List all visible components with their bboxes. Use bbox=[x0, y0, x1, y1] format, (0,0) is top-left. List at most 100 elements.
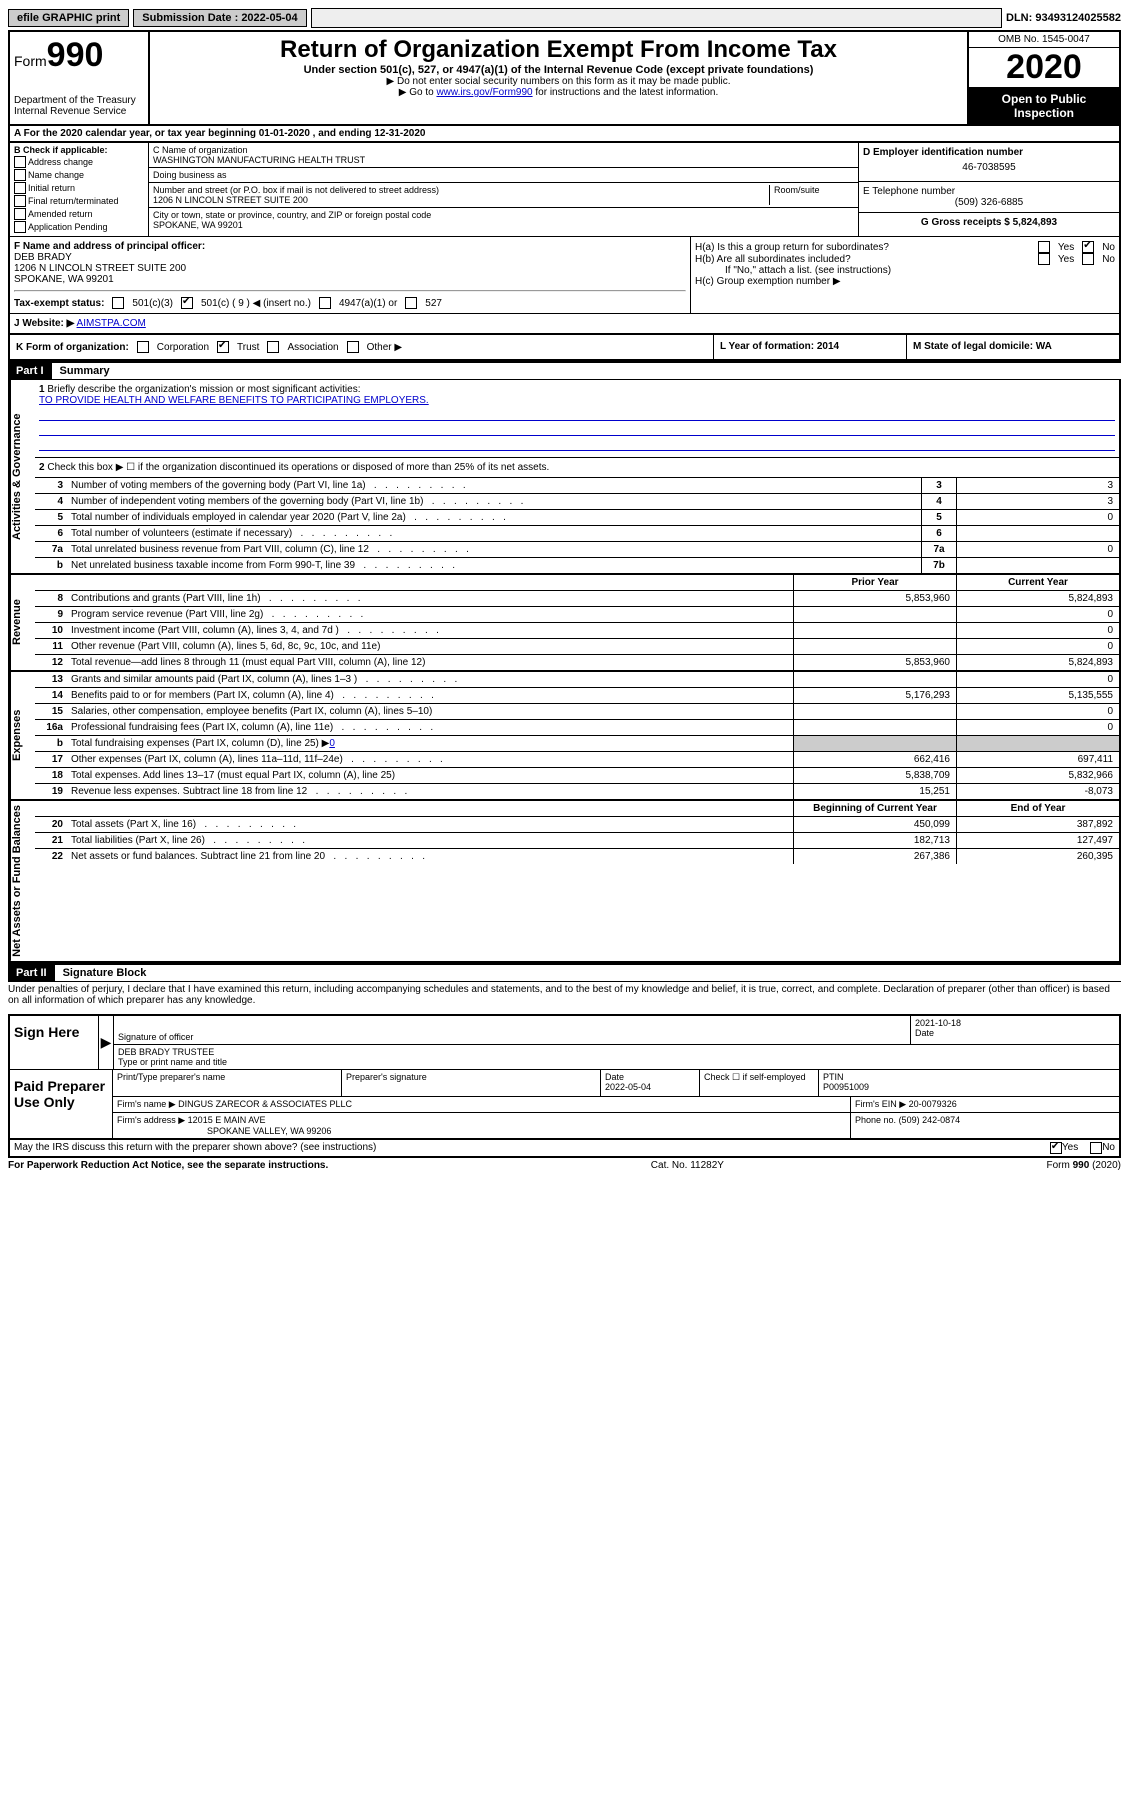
p15 bbox=[793, 704, 956, 719]
p11 bbox=[793, 639, 956, 654]
vtab-rev: Revenue bbox=[10, 575, 35, 670]
chk-4947[interactable] bbox=[319, 297, 331, 309]
k-assoc[interactable] bbox=[267, 341, 279, 353]
firm-phone: (509) 242-0874 bbox=[899, 1115, 961, 1125]
firm-name: DINGUS ZARECOR & ASSOCIATES PLLC bbox=[178, 1099, 352, 1109]
l20: Total assets (Part X, line 16) bbox=[67, 817, 793, 832]
l3: Number of voting members of the governin… bbox=[67, 478, 921, 493]
v7a: 0 bbox=[956, 542, 1119, 557]
sign-block: Sign Here ▶ Signature of officer 2021-10… bbox=[8, 1014, 1121, 1140]
org-city: SPOKANE, WA 99201 bbox=[153, 220, 854, 230]
l7b: Net unrelated business taxable income fr… bbox=[67, 558, 921, 573]
chk-pending[interactable] bbox=[14, 221, 26, 233]
note2-post: for instructions and the latest informat… bbox=[533, 87, 719, 98]
k-corp[interactable] bbox=[137, 341, 149, 353]
section-governance: Activities & Governance 1 Briefly descri… bbox=[8, 380, 1121, 575]
discuss-no[interactable] bbox=[1090, 1142, 1102, 1154]
prep-name-h: Print/Type preparer's name bbox=[117, 1072, 337, 1082]
f-label: F Name and address of principal officer: bbox=[14, 241, 686, 252]
l1-label: Briefly describe the organization's miss… bbox=[47, 384, 360, 395]
v3: 3 bbox=[956, 478, 1119, 493]
l17: Other expenses (Part IX, column (A), lin… bbox=[67, 752, 793, 767]
k-other[interactable] bbox=[347, 341, 359, 353]
hb-yes[interactable] bbox=[1038, 253, 1050, 265]
l15: Salaries, other compensation, employee b… bbox=[67, 704, 793, 719]
block-bcde: B Check if applicable: Address change Na… bbox=[8, 143, 1121, 237]
l4: Number of independent voting members of … bbox=[67, 494, 921, 509]
p10 bbox=[793, 623, 956, 638]
cat-no: Cat. No. 11282Y bbox=[651, 1160, 724, 1171]
col-b: B Check if applicable: Address change Na… bbox=[10, 143, 149, 236]
l9: Program service revenue (Part VIII, line… bbox=[67, 607, 793, 622]
discuss-label: May the IRS discuss this return with the… bbox=[14, 1142, 1050, 1154]
ha-label: H(a) Is this a group return for subordin… bbox=[695, 242, 1030, 253]
l16b: Total fundraising expenses (Part IX, col… bbox=[71, 738, 329, 749]
part1-title: Summary bbox=[52, 365, 110, 377]
footer: For Paperwork Reduction Act Notice, see … bbox=[8, 1158, 1121, 1173]
l10: Investment income (Part VIII, column (A)… bbox=[67, 623, 793, 638]
chk-501c[interactable] bbox=[181, 297, 193, 309]
website[interactable]: AIMSTPA.COM bbox=[77, 318, 146, 329]
c20: 387,892 bbox=[956, 817, 1119, 832]
chk-initial[interactable] bbox=[14, 182, 26, 194]
room-label: Room/suite bbox=[769, 185, 854, 205]
phone: (509) 326-6885 bbox=[863, 197, 1115, 208]
hd-prior: Prior Year bbox=[793, 575, 956, 590]
prep-self: Check ☐ if self-employed bbox=[700, 1070, 819, 1096]
m-state: M State of legal domicile: WA bbox=[906, 335, 1119, 359]
ha-yes[interactable] bbox=[1038, 241, 1050, 253]
l21: Total liabilities (Part X, line 26) bbox=[67, 833, 793, 848]
p22: 267,386 bbox=[793, 849, 956, 864]
hb-no[interactable] bbox=[1082, 253, 1094, 265]
firm-addr1: 12015 E MAIN AVE bbox=[188, 1115, 266, 1125]
c10: 0 bbox=[956, 623, 1119, 638]
instructions-link[interactable]: www.irs.gov/Form990 bbox=[436, 87, 532, 98]
sig-date: 2021-10-18 bbox=[915, 1018, 1115, 1028]
k-corp-lbl: Corporation bbox=[157, 342, 209, 353]
chk-527[interactable] bbox=[405, 297, 417, 309]
efile-btn[interactable]: efile GRAPHIC print bbox=[8, 9, 129, 27]
p21: 182,713 bbox=[793, 833, 956, 848]
paid-label: Paid Preparer Use Only bbox=[10, 1070, 113, 1138]
topbar: efile GRAPHIC print Submission Date : 20… bbox=[8, 8, 1121, 28]
c13: 0 bbox=[956, 672, 1119, 687]
chk-amended[interactable] bbox=[14, 208, 26, 220]
gross-receipts: G Gross receipts $ 5,824,893 bbox=[859, 213, 1119, 232]
firm-addr2: SPOKANE VALLEY, WA 99206 bbox=[117, 1126, 331, 1136]
addr-label: Number and street (or P.O. box if mail i… bbox=[153, 185, 769, 195]
ha-no[interactable] bbox=[1082, 241, 1094, 253]
opt-final: Final return/terminated bbox=[28, 196, 119, 206]
l5: Total number of individuals employed in … bbox=[67, 510, 921, 525]
sig-label: Signature of officer bbox=[118, 1032, 906, 1042]
open-to-public: Open to Public Inspection bbox=[969, 88, 1119, 124]
l18: Total expenses. Add lines 13–17 (must eq… bbox=[67, 768, 793, 783]
chk-501c3[interactable] bbox=[112, 297, 124, 309]
l7a: Total unrelated business revenue from Pa… bbox=[67, 542, 921, 557]
c16a: 0 bbox=[956, 720, 1119, 735]
c18: 5,832,966 bbox=[956, 768, 1119, 783]
vtab-net: Net Assets or Fund Balances bbox=[10, 801, 35, 961]
l12: Total revenue—add lines 8 through 11 (mu… bbox=[67, 655, 793, 670]
c8: 5,824,893 bbox=[956, 591, 1119, 606]
hb-label: H(b) Are all subordinates included? bbox=[695, 254, 1030, 265]
discuss-yes[interactable] bbox=[1050, 1142, 1062, 1154]
firm-addr-label: Firm's address ▶ bbox=[117, 1115, 185, 1125]
j-label: J Website: ▶ bbox=[14, 318, 74, 329]
chk-address[interactable] bbox=[14, 156, 26, 168]
k-trust[interactable] bbox=[217, 341, 229, 353]
chk-name[interactable] bbox=[14, 169, 26, 181]
hd-end: End of Year bbox=[956, 801, 1119, 816]
firm-ein: 20-0079326 bbox=[909, 1099, 957, 1109]
sig-name: DEB BRADY TRUSTEE bbox=[118, 1047, 1115, 1057]
part2-title: Signature Block bbox=[55, 967, 147, 979]
firm-label: Firm's name ▶ bbox=[117, 1099, 176, 1109]
chk-final[interactable] bbox=[14, 195, 26, 207]
form-title: Return of Organization Exempt From Incom… bbox=[154, 36, 963, 64]
firm-ein-label: Firm's EIN ▶ bbox=[855, 1099, 906, 1109]
i-label: Tax-exempt status: bbox=[14, 298, 104, 309]
c19: -8,073 bbox=[956, 784, 1119, 799]
v5: 0 bbox=[956, 510, 1119, 525]
section-netassets: Net Assets or Fund Balances Beginning of… bbox=[8, 801, 1121, 963]
prep-date-h: Date bbox=[605, 1072, 695, 1082]
form-prefix: Form bbox=[14, 53, 47, 69]
